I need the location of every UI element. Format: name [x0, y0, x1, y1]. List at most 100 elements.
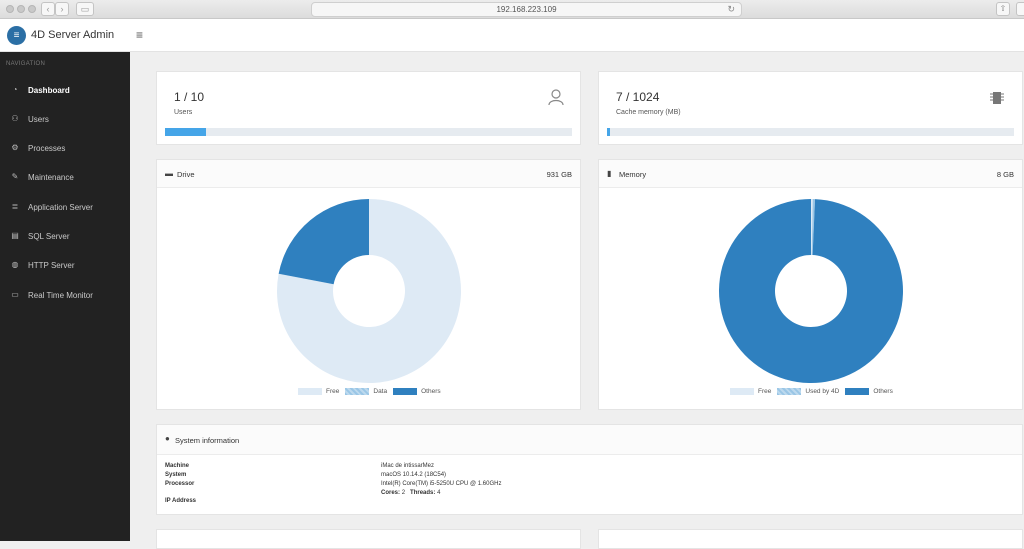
- sidebar-item-label: Real Time Monitor: [28, 291, 93, 300]
- legend-label: Used by 4D: [805, 387, 840, 395]
- forward-button[interactable]: ›: [55, 2, 69, 16]
- cogs-icon: ⚙: [11, 143, 19, 152]
- sidebar-item-dashboard[interactable]: ◔ Dashboard: [0, 77, 130, 105]
- memory-donut-chart: [719, 199, 903, 383]
- share-button[interactable]: ⇧: [996, 2, 1010, 16]
- drive-slice-free: [277, 199, 461, 383]
- cache-memory-stat-card: 7 / 1024 Cache memory (MB): [598, 71, 1023, 145]
- back-button[interactable]: ‹: [41, 2, 55, 16]
- system-info-header: ● System information: [157, 425, 1022, 455]
- server-icon: ≣: [11, 202, 19, 211]
- drive-donut-chart: [277, 199, 461, 383]
- menu-toggle-icon[interactable]: ≡: [136, 28, 144, 42]
- sidebar: NAVIGATION ◔ Dashboard ⚇ Users ⚙ Process…: [0, 52, 130, 541]
- sidebar-item-application-server[interactable]: ≣ Application Server: [0, 194, 130, 222]
- app-header: ≡ 4D Server Admin ≡: [0, 19, 1024, 52]
- sidebar-item-label: Users: [28, 115, 49, 124]
- sidebar-item-label: Maintenance: [28, 173, 74, 182]
- legend-label: Others: [421, 387, 441, 395]
- system-information-panel: ● System information Machine System Proc…: [156, 424, 1023, 515]
- chevron-right-icon: ›: [60, 4, 64, 14]
- sidebar-toggle-button[interactable]: ▭: [76, 2, 94, 16]
- legend-item-others: Others: [393, 387, 441, 395]
- bottom-left-panel: [156, 529, 581, 549]
- legend-item-used-by-4d: Used by 4D: [777, 387, 840, 395]
- share-icon: ⇧: [999, 4, 1007, 13]
- sidebar-item-http-server[interactable]: ◍ HTTP Server: [0, 252, 130, 280]
- legend-label: Others: [873, 387, 893, 395]
- legend-swatch: [777, 387, 802, 395]
- bottom-right-panel: [598, 529, 1023, 549]
- chip-icon: [989, 90, 1005, 111]
- cores-threads: Cores: 2 Threads: 4: [381, 490, 440, 496]
- nav-heading: NAVIGATION: [6, 61, 46, 67]
- browser-toolbar: ‹ › ▭ 192.168.223.109 ↻ ⇧: [0, 0, 1024, 19]
- ip-address-label: IP Address: [165, 498, 197, 504]
- machine-label: Machine: [165, 463, 190, 469]
- monitor-icon: ▭: [11, 290, 19, 299]
- memory-icon: ▮: [607, 169, 612, 178]
- machine-value: iMac de intissarMez: [381, 463, 435, 469]
- legend-item-free: Free: [298, 387, 339, 395]
- system-value: macOS 10.14.2 (18C54): [381, 472, 447, 478]
- sidebar-item-sql-server[interactable]: ▤ SQL Server: [0, 223, 130, 251]
- cache-memory-progress-bar: [607, 128, 1014, 136]
- drive-total: 931 GB: [546, 170, 572, 179]
- app-logo-icon: ≡: [7, 26, 26, 45]
- legend-swatch: [730, 387, 754, 395]
- memory-slice-others: [719, 199, 903, 383]
- drive-panel-title: Drive: [177, 170, 195, 179]
- processor-value: Intel(R) Core(TM) i5-5250U CPU @ 1.60GHz: [381, 481, 502, 487]
- minimize-window-button[interactable]: [17, 5, 25, 13]
- cache-memory-value: 7 / 1024: [616, 90, 660, 104]
- users-count: 1 / 10: [174, 90, 205, 104]
- sidebar-item-real-time-monitor[interactable]: ▭ Real Time Monitor: [0, 282, 130, 310]
- sidebar-item-label: Application Server: [28, 203, 93, 212]
- users-label: Users: [174, 109, 193, 116]
- apple-icon: ●: [165, 434, 170, 443]
- sidebar-item-label: SQL Server: [28, 232, 70, 241]
- users-icon: ⚇: [11, 114, 19, 123]
- sidebar-item-maintenance[interactable]: ✎ Maintenance: [0, 164, 130, 192]
- threads-label: Threads:: [410, 490, 436, 496]
- memory-panel-header: ▮ Memory 8 GB: [599, 160, 1022, 188]
- wrench-icon: ✎: [11, 172, 19, 181]
- sidebar-item-label: Processes: [28, 144, 66, 153]
- legend-label: Free: [758, 387, 772, 395]
- users-progress-bar: [165, 128, 572, 136]
- tabs-button[interactable]: [1016, 2, 1024, 16]
- user-icon: [547, 88, 565, 111]
- users-progress-fill: [165, 128, 206, 136]
- hard-drive-icon: ▬: [165, 169, 173, 178]
- cache-memory-progress-fill: [607, 128, 610, 136]
- sidebar-item-processes[interactable]: ⚙ Processes: [0, 135, 130, 163]
- legend-swatch: [393, 387, 418, 395]
- memory-slice-used-by-4d: [811, 199, 816, 256]
- legend-swatch: [845, 387, 870, 395]
- users-stat-card: 1 / 10 Users: [156, 71, 581, 145]
- legend-item-data: Data: [345, 387, 387, 395]
- memory-legend: Free Used by 4D Others: [730, 387, 899, 395]
- legend-item-free: Free: [730, 387, 772, 395]
- sidebar-icon: ▭: [80, 4, 90, 14]
- gauge-icon: ◔: [12, 85, 18, 94]
- threads-value: 4: [437, 490, 441, 496]
- sidebar-item-label: HTTP Server: [28, 261, 75, 270]
- url-text: 192.168.223.109: [496, 5, 557, 14]
- sidebar-item-users[interactable]: ⚇ Users: [0, 106, 130, 134]
- memory-panel-title: Memory: [619, 170, 647, 179]
- system-info-title: System information: [175, 436, 240, 445]
- legend-swatch: [298, 387, 322, 395]
- drive-legend: Free Data Others: [298, 387, 447, 395]
- cores-label: Cores:: [381, 490, 401, 496]
- address-bar[interactable]: 192.168.223.109 ↻: [311, 2, 742, 17]
- cache-memory-label: Cache memory (MB): [616, 109, 681, 116]
- processor-label: Processor: [165, 481, 195, 487]
- legend-swatch: [345, 387, 370, 395]
- reload-icon[interactable]: ↻: [727, 4, 735, 14]
- drive-slice-others: [278, 199, 369, 285]
- app-title: 4D Server Admin: [31, 29, 115, 41]
- zoom-window-button[interactable]: [28, 5, 36, 13]
- close-window-button[interactable]: [6, 5, 14, 13]
- sidebar-item-label: Dashboard: [28, 86, 70, 95]
